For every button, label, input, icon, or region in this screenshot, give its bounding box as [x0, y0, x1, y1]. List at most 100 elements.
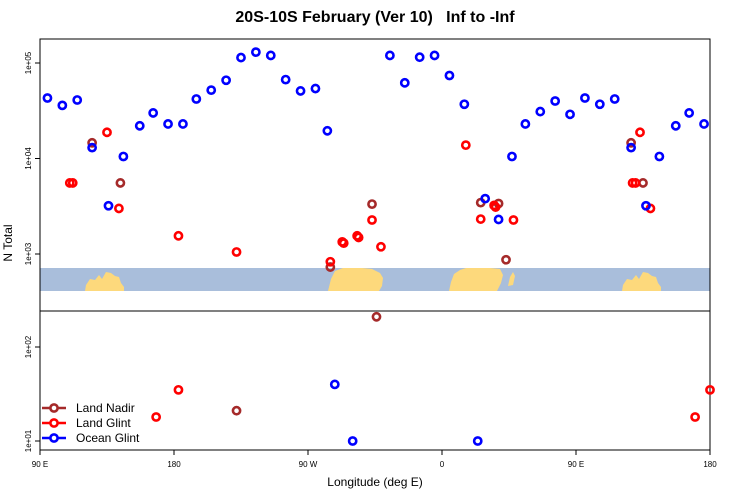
ocean-glint-point [594, 99, 605, 110]
ocean-glint-point [654, 151, 665, 162]
land-glint-point [325, 256, 336, 267]
map-land-0 [85, 272, 124, 291]
land-glint-point [114, 203, 124, 214]
ocean-glint-point [42, 93, 53, 103]
land-glint-point [151, 412, 162, 422]
ocean-glint-point [163, 119, 173, 129]
map-land-3 [508, 272, 515, 286]
ocean-glint-point [480, 193, 491, 204]
legend-label-ocean-glint: Ocean Glint [76, 431, 140, 445]
ocean-glint-point [507, 151, 517, 162]
land-glint-point [173, 230, 184, 241]
ocean-glint-point [206, 85, 217, 96]
ocean-glint-point [641, 200, 651, 211]
ocean-glint-point [444, 70, 455, 81]
upper-y-tick-label: 1e+03 [24, 242, 33, 265]
ocean-glint-point [580, 93, 590, 103]
legend-marker-land-glint [49, 418, 59, 428]
ocean-glint-point [429, 50, 440, 61]
ocean-glint-point [103, 200, 114, 211]
chart-title: 20S-10S February (Ver 10) Inf to -Inf [235, 9, 515, 26]
land-glint-point [376, 241, 386, 252]
ocean-glint-point [609, 94, 620, 104]
land-glint-point [353, 232, 364, 243]
data-points [42, 47, 715, 446]
ocean-glint-point [399, 77, 410, 88]
land-nadir-point [626, 137, 636, 148]
land-nadir-point [87, 137, 98, 148]
lower-panel-frame [39, 310, 711, 451]
ocean-glint-point [520, 119, 531, 129]
map-land-1 [328, 268, 383, 291]
ocean-glint-point [550, 96, 561, 106]
land-glint-point [475, 214, 486, 224]
ocean-glint-point [626, 142, 636, 153]
lower-y-tick-label: 1e+01 [24, 429, 33, 452]
land-glint-point [490, 202, 501, 212]
ocean-glint-point [265, 50, 276, 61]
x-axis-label: Longitude (deg E) [327, 475, 423, 489]
land-nadir-point [231, 405, 242, 416]
map-land-2 [449, 268, 503, 291]
x-tick-label: 180 [167, 460, 181, 469]
land-nadir-point [371, 311, 382, 322]
ocean-glint-point [322, 125, 333, 136]
land-glint-point [705, 384, 715, 395]
lower-y-tick-label: 1e+02 [24, 335, 33, 358]
ocean-glint-point [295, 86, 306, 96]
ocean-glint-point [329, 379, 340, 390]
x-tick-label: 180 [703, 460, 717, 469]
land-glint-point [338, 238, 349, 249]
ocean-glint-point [57, 100, 68, 111]
x-tick-label: 90 E [32, 460, 48, 469]
map-land-4 [622, 272, 661, 291]
axes: 90 E 180 90 W 0 90 E 180 1e+03 1e+04 1e+05 1e+01 1… [24, 38, 717, 469]
ocean-glint-point [310, 83, 321, 94]
land-glint-point [367, 215, 377, 225]
ocean-glint-point [280, 74, 291, 85]
ocean-glint-point [535, 106, 546, 117]
legend-marker-ocean-glint [49, 433, 59, 443]
ocean-glint-point [236, 52, 246, 63]
ocean-glint-point [493, 214, 504, 225]
ocean-glint-point [178, 119, 188, 129]
upper-y-tick-label: 1e+04 [24, 147, 33, 170]
ocean-glint-point [699, 119, 709, 129]
x-tick-label: 90 E [568, 460, 584, 469]
ocean-glint-point [684, 108, 695, 118]
ocean-glint-point [670, 120, 681, 131]
land-glint-point [67, 178, 78, 188]
ocean-glint-point [472, 436, 483, 446]
ocean-glint-point [414, 52, 425, 63]
land-glint-point [231, 247, 242, 257]
ocean-glint-point [118, 151, 129, 162]
legend-marker-land-nadir [49, 403, 59, 413]
legend-label-land-glint: Land Glint [76, 416, 131, 430]
land-glint-point [635, 127, 645, 138]
ocean-glint-point [565, 109, 575, 120]
land-nadir-point [367, 199, 377, 210]
land-nadir-point [115, 178, 126, 188]
ocean-glint-point [347, 436, 358, 446]
ocean-glint-point [134, 120, 145, 131]
ocean-glint-point [459, 99, 470, 110]
ocean-glint-point [221, 75, 232, 86]
land-glint-point [102, 127, 112, 138]
ocean-glint-point [87, 142, 98, 153]
ocean-glint-point [72, 95, 83, 105]
land-nadir-point [325, 262, 336, 272]
ocean-glint-point [250, 47, 261, 58]
legend-label-land-nadir: Land Nadir [76, 401, 135, 415]
land-glint-point [508, 215, 519, 225]
land-glint-point [630, 178, 641, 188]
ocean-glint-point [384, 50, 395, 61]
x-tick-label: 0 [440, 460, 445, 469]
land-glint-point [460, 140, 471, 151]
upper-y-tick-label: 1e+05 [24, 51, 33, 74]
land-glint-point [690, 412, 701, 422]
land-glint-point [173, 384, 184, 395]
ocean-glint-point [191, 94, 202, 104]
ocean-glint-point [148, 108, 159, 118]
